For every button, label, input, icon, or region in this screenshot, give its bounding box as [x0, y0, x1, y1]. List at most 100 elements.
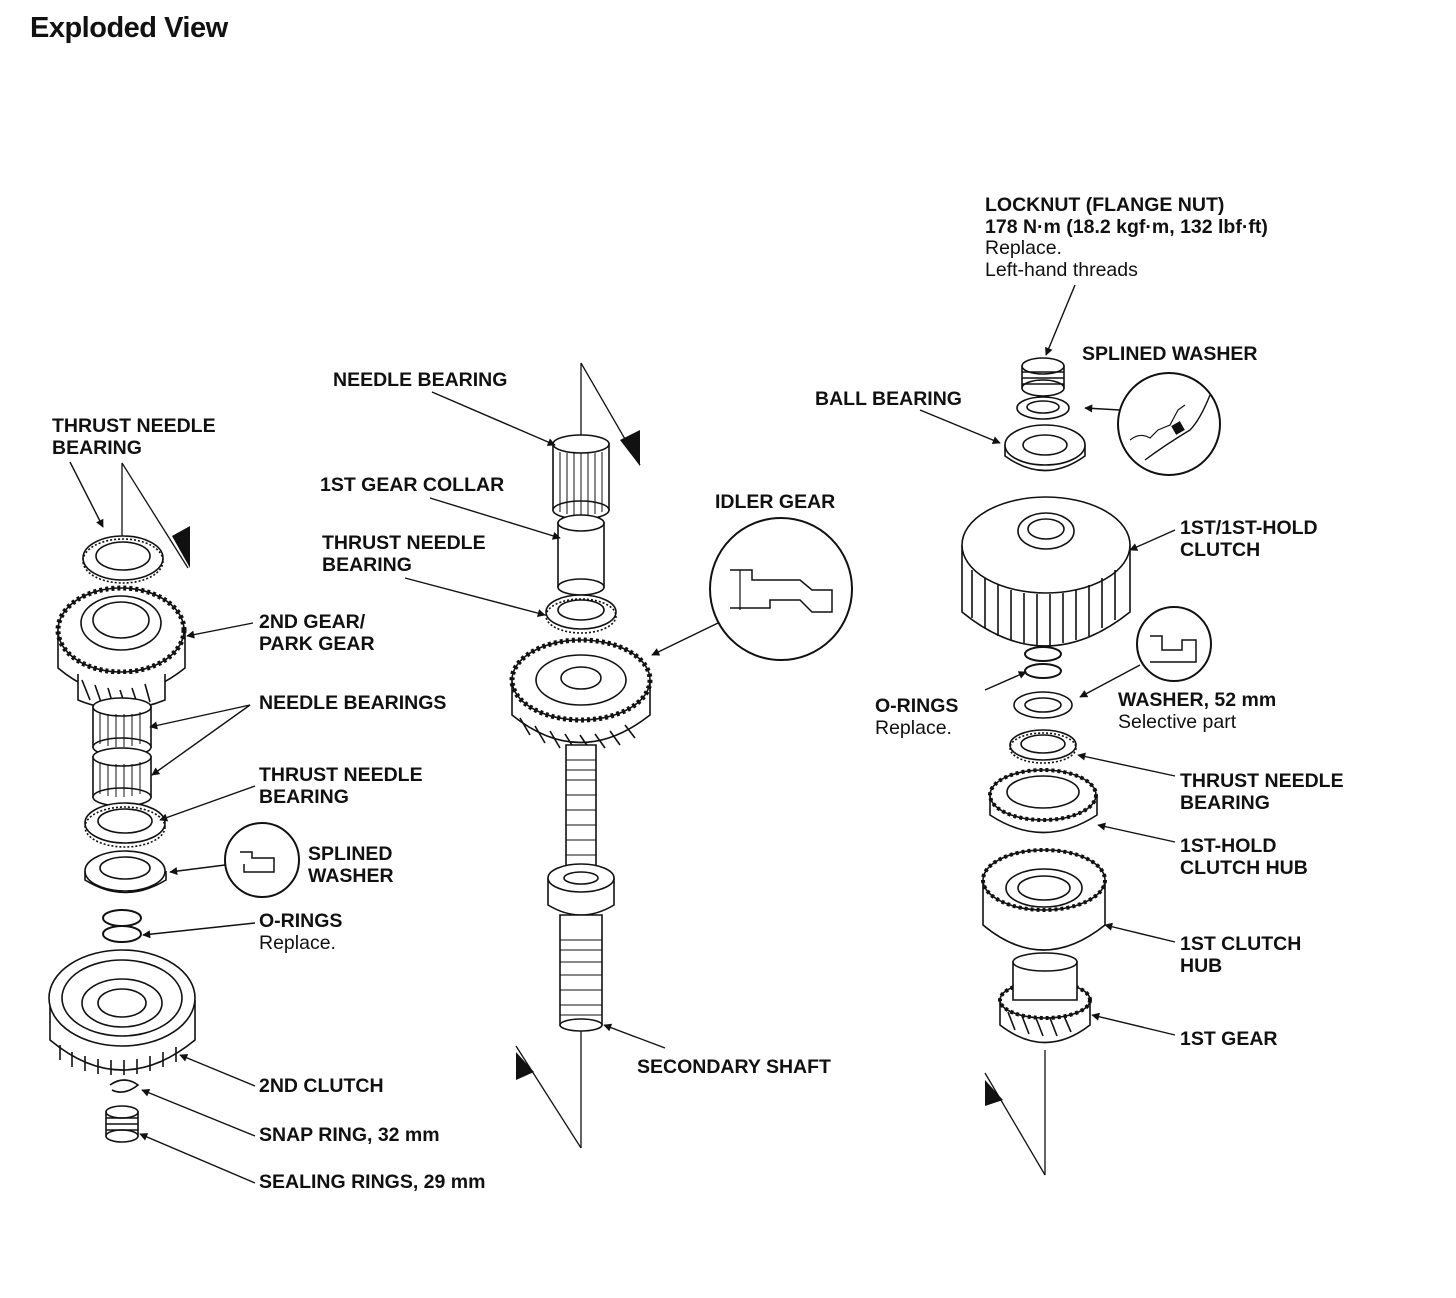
- leader-thrust-right: [1077, 752, 1175, 776]
- thrust-left-line1: THRUST NEEDLE: [52, 415, 216, 437]
- 1st-1st-hold-clutch: [962, 497, 1130, 646]
- 2nd-clutch: [49, 950, 195, 1075]
- o-rings-right-name: O-RINGS: [875, 695, 959, 717]
- leader-1st-clutch: [1129, 530, 1175, 551]
- splined-washer-left: [85, 851, 166, 893]
- locknut-name: LOCKNUT (FLANGE NUT): [985, 194, 1225, 216]
- label-splined-washer-left: SPLINED WASHER: [308, 843, 394, 887]
- washer-52mm-name: WASHER, 52 mm: [1118, 689, 1277, 711]
- label-ball-bearing: BALL BEARING: [815, 388, 962, 411]
- label-2nd-gear-park-gear: 2ND GEAR/ PARK GEAR: [259, 611, 375, 655]
- o-rings-left: [103, 910, 141, 942]
- idler-gear-name: IDLER GEAR: [715, 491, 836, 513]
- left-axis-arrowhead-icon: [172, 526, 190, 568]
- thrust-needle-bearing-left: [83, 536, 163, 583]
- needle-bearings-name: NEEDLE BEARINGS: [259, 692, 447, 714]
- 1st-1st-hold-clutch-line2: CLUTCH: [1180, 538, 1261, 561]
- sealing-rings-name: SEALING RINGS, 29 mm: [259, 1171, 486, 1193]
- 1st-clutch-hub-line2: HUB: [1180, 954, 1223, 977]
- leader-secondary-shaft: [603, 1023, 665, 1048]
- leader-splined-washer-right: [1084, 404, 1120, 413]
- leader-thrust-mid: [405, 578, 546, 618]
- ball-bearing: [1005, 425, 1085, 471]
- 1st-gear-collar: [558, 515, 604, 595]
- 2nd-gear-park-gear: [58, 588, 185, 709]
- idler-gear-drawing: [512, 640, 650, 750]
- leader-2nd-gear: [186, 623, 253, 639]
- leader-washer-detail: [1079, 665, 1140, 697]
- thrust-left2-line1: THRUST NEEDLE: [259, 764, 423, 786]
- splined-washer-detail-circle: [225, 823, 299, 897]
- page-title: Exploded View: [30, 12, 228, 44]
- o-rings-right: [1025, 647, 1061, 678]
- 2nd-clutch-name: 2ND CLUTCH: [259, 1075, 384, 1097]
- leader-sealing-rings: [139, 1133, 255, 1183]
- label-1st-gear: 1ST GEAR: [1180, 1028, 1278, 1051]
- label-1st-1st-hold-clutch: 1ST/1ST-HOLD CLUTCH: [1180, 517, 1318, 561]
- 1st-gear-collar-name: 1ST GEAR COLLAR: [320, 474, 505, 496]
- leader-snap-ring: [141, 1089, 255, 1136]
- label-1st-gear-collar: 1ST GEAR COLLAR: [320, 474, 505, 497]
- left-axis: [122, 463, 188, 568]
- label-2nd-clutch: 2ND CLUTCH: [259, 1075, 384, 1098]
- leader-1st-gear: [1091, 1012, 1175, 1035]
- o-rings-left-name: O-RINGS: [259, 910, 343, 932]
- splined-washer-right: [1017, 397, 1069, 419]
- 1st-gear-name: 1ST GEAR: [1180, 1028, 1278, 1050]
- leader-thrust-left: [70, 462, 103, 528]
- label-snap-ring: SNAP RING, 32 mm: [259, 1124, 440, 1147]
- locknut: [1022, 358, 1064, 396]
- leader-needle-bearings-1: [149, 705, 250, 730]
- leader-locknut: [1045, 285, 1075, 356]
- label-o-rings-right: O-RINGS Replace.: [875, 695, 959, 739]
- label-locknut: LOCKNUT (FLANGE NUT) 178 N·m (18.2 kgf·m…: [985, 194, 1268, 281]
- splined-washer-left-line2: WASHER: [308, 864, 394, 887]
- needle-bearing-top: [553, 435, 609, 519]
- washer-52mm-note: Selective part: [1118, 710, 1237, 733]
- leader-splined-washer-left: [169, 865, 225, 876]
- snap-ring: [110, 1080, 138, 1092]
- ball-bearing-name: BALL BEARING: [815, 388, 962, 410]
- thrust-needle-bearing-left-2: [85, 803, 165, 847]
- 1st-hold-hub-line2: CLUTCH HUB: [1180, 856, 1308, 879]
- label-washer-52mm: WASHER, 52 mm Selective part: [1118, 689, 1277, 733]
- label-idler-gear: IDLER GEAR: [715, 491, 836, 514]
- secondary-shaft-drawing: [548, 745, 614, 1031]
- 1st-gear-drawing: [1000, 953, 1090, 1043]
- thrust-needle-bearing-right: [1010, 730, 1076, 763]
- 2nd-gear-line1: 2ND GEAR/: [259, 611, 366, 633]
- leader-ball-bearing: [920, 410, 1001, 444]
- locknut-note-threads: Left-hand threads: [985, 258, 1138, 281]
- label-thrust-needle-bearing-right: THRUST NEEDLE BEARING: [1180, 770, 1344, 814]
- needle-bearings-left: [93, 698, 151, 806]
- locknut-note-replace: Replace.: [985, 237, 1062, 259]
- splined-washer-detail-circle-right: [1118, 373, 1220, 475]
- 1st-clutch-hub-line1: 1ST CLUTCH: [1180, 933, 1302, 955]
- 1st-hold-clutch-hub: [990, 770, 1097, 833]
- thrust-left2-line2: BEARING: [259, 785, 349, 808]
- right-axis: [985, 1050, 1045, 1175]
- idler-gear-detail-circle: [710, 518, 852, 660]
- thrust-mid-line1: THRUST NEEDLE: [322, 532, 486, 554]
- right-axis-arrowhead-icon: [985, 1080, 1003, 1106]
- label-thrust-needle-bearing-left: THRUST NEEDLE BEARING: [52, 415, 216, 459]
- center-axis-bottom-arrowhead-icon: [516, 1052, 534, 1080]
- o-rings-left-note: Replace.: [259, 931, 336, 954]
- leader-thrust-left-2: [159, 786, 255, 822]
- label-1st-clutch-hub: 1ST CLUTCH HUB: [1180, 933, 1302, 977]
- label-needle-bearings: NEEDLE BEARINGS: [259, 692, 447, 715]
- snap-ring-name: SNAP RING, 32 mm: [259, 1124, 440, 1146]
- locknut-torque: 178 N·m (18.2 kgf·m, 132 lbf·ft): [985, 215, 1268, 238]
- leader-idler: [651, 623, 718, 655]
- 2nd-gear-line2: PARK GEAR: [259, 632, 375, 655]
- washer-52mm: [1014, 692, 1072, 718]
- thrust-left-line2: BEARING: [52, 436, 142, 459]
- o-rings-right-note: Replace.: [875, 716, 952, 739]
- thrust-mid-line2: BEARING: [322, 553, 412, 576]
- label-o-rings-left: O-RINGS Replace.: [259, 910, 343, 954]
- secondary-shaft-name: SECONDARY SHAFT: [637, 1056, 831, 1078]
- label-thrust-needle-bearing-left-2: THRUST NEEDLE BEARING: [259, 764, 423, 808]
- thrust-right-line1: THRUST NEEDLE: [1180, 770, 1344, 792]
- thrust-needle-bearing-mid: [546, 595, 616, 633]
- thrust-right-line2: BEARING: [1180, 791, 1270, 814]
